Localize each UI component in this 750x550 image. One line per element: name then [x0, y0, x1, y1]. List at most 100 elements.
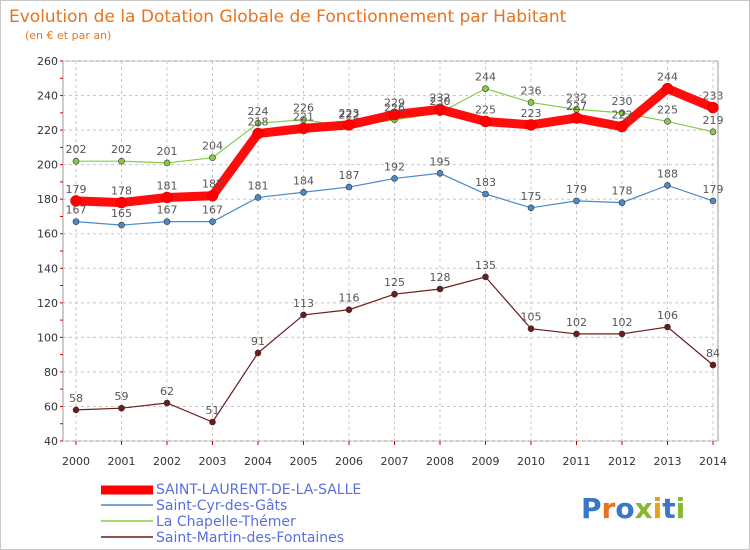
x-tick-label: 2013 [654, 455, 682, 468]
data-point [664, 182, 671, 189]
data-label: 223 [521, 107, 542, 120]
logo-letter: i [653, 492, 663, 525]
data-label: 244 [657, 71, 678, 84]
data-point [525, 119, 537, 131]
data-label: 230 [430, 95, 451, 108]
data-label: 128 [430, 271, 451, 284]
data-point [482, 85, 489, 92]
data-point [573, 197, 580, 205]
data-label: 167 [157, 204, 178, 217]
data-point [618, 199, 626, 206]
data-label: 227 [566, 100, 587, 113]
data-point [345, 306, 353, 314]
x-tick-label: 2014 [699, 455, 727, 468]
data-point [300, 188, 307, 196]
logo-letter: P [581, 492, 602, 525]
data-label: 181 [248, 179, 269, 192]
x-tick-label: 2010 [517, 455, 545, 468]
data-point [209, 218, 216, 225]
data-point [707, 101, 719, 114]
y-tick-label: 40 [44, 435, 58, 448]
data-label: 221 [293, 110, 314, 123]
data-point [72, 218, 80, 225]
x-tick-label: 2012 [608, 455, 636, 468]
data-label: 233 [703, 90, 724, 103]
data-point [570, 112, 583, 124]
data-point [664, 118, 671, 125]
data-label: 178 [111, 185, 132, 198]
data-point [161, 191, 173, 204]
data-point [436, 169, 444, 177]
y-tick-label: 80 [44, 366, 58, 379]
data-point [709, 128, 717, 136]
data-label: 204 [202, 140, 223, 153]
y-tick-label: 120 [37, 297, 58, 310]
data-point [254, 119, 262, 127]
data-point [482, 273, 489, 281]
legend-label: La Chapelle-Thémer [156, 514, 296, 530]
data-label: 102 [612, 316, 633, 329]
data-label: 202 [111, 143, 132, 156]
data-point [297, 122, 310, 135]
y-tick-label: 260 [37, 55, 58, 68]
x-tick-label: 2009 [472, 455, 500, 468]
data-point [527, 325, 535, 333]
data-point [664, 323, 671, 331]
data-point [527, 204, 535, 212]
data-point [163, 159, 171, 167]
data-point [709, 197, 717, 205]
data-label: 106 [657, 309, 678, 322]
data-label: 219 [703, 114, 724, 127]
data-label: 225 [657, 103, 678, 116]
chart-subtitle: (en € et par an) [25, 29, 111, 42]
data-label: 188 [657, 167, 678, 180]
x-tick-label: 2002 [153, 455, 181, 468]
data-label: 236 [521, 84, 542, 97]
data-point [300, 311, 307, 319]
data-point [343, 119, 355, 131]
y-tick-label: 160 [37, 228, 58, 241]
legend-label: SAINT-LAURENT-DE-LA-SALLE [156, 482, 361, 498]
y-tick-label: 200 [37, 159, 58, 172]
data-label: 222 [339, 109, 360, 122]
data-point [616, 120, 628, 133]
data-label: 179 [566, 183, 587, 196]
data-label: 175 [521, 190, 542, 203]
data-label: 232 [430, 91, 451, 104]
x-tick-label: 2011 [563, 455, 591, 468]
data-point [70, 195, 82, 207]
data-point [254, 194, 262, 201]
data-label: 167 [66, 204, 87, 217]
data-point [254, 349, 262, 357]
proxiti-logo: Proxiti [581, 492, 685, 525]
data-point [436, 285, 444, 293]
x-tick-label: 2007 [381, 455, 409, 468]
data-label: 84 [706, 347, 720, 360]
x-tick-label: 2005 [290, 455, 318, 468]
data-label: 113 [293, 297, 314, 310]
data-point [209, 154, 216, 162]
data-label: 182 [202, 178, 223, 191]
data-point [72, 406, 80, 414]
data-label: 226 [384, 102, 405, 115]
y-tick-label: 240 [37, 90, 58, 103]
y-tick-label: 140 [37, 262, 58, 275]
data-point [709, 361, 717, 369]
data-label: 244 [475, 71, 496, 84]
data-label: 178 [612, 185, 633, 198]
data-label: 125 [384, 276, 405, 289]
data-point [391, 175, 398, 182]
data-point [618, 109, 626, 117]
data-label: 62 [160, 385, 174, 398]
data-point [434, 103, 446, 116]
data-label: 58 [69, 392, 83, 405]
data-label: 165 [111, 207, 132, 220]
data-label: 225 [475, 103, 496, 116]
data-label: 116 [339, 292, 360, 305]
series-group [70, 82, 719, 426]
logo-letter: t [662, 492, 675, 525]
x-tick-label: 2004 [244, 455, 272, 468]
y-tick-label: 60 [44, 400, 58, 413]
data-label: 184 [293, 174, 314, 187]
